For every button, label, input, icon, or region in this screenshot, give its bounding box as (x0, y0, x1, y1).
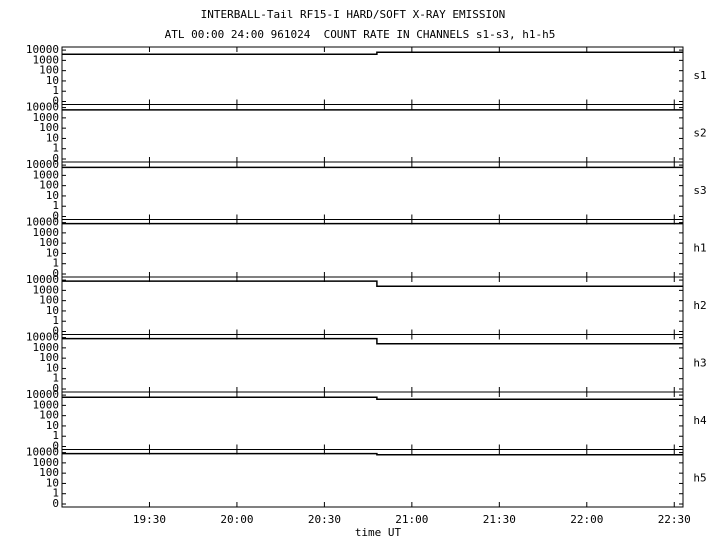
x-tick-label: 22:00 (570, 513, 603, 526)
y-tick-label: 100 (39, 64, 59, 77)
data-line (62, 396, 683, 400)
y-tick-label: 10000 (26, 158, 59, 171)
panel-frame (61, 46, 684, 105)
panel-label: h5 (693, 471, 706, 484)
y-tick-label: 1000 (33, 226, 60, 239)
data-line (62, 452, 683, 456)
y-tick-label: 1000 (33, 168, 60, 181)
panel-label: h1 (693, 241, 706, 254)
y-tick-label: 0 (52, 382, 59, 395)
y-tick-label: 1 (52, 142, 59, 155)
y-tick-label: 10000 (26, 446, 59, 459)
panel-label: h4 (693, 414, 707, 427)
y-tick-label: 1000 (33, 341, 60, 354)
panel-label: h2 (693, 299, 706, 312)
y-tick-label: 1 (52, 199, 59, 212)
x-tick-label: 20:00 (220, 513, 253, 526)
panel-frame (61, 219, 684, 278)
y-tick-label: 1000 (33, 456, 60, 469)
y-tick-label: 1000 (33, 283, 60, 296)
y-tick-label: 10000 (26, 216, 59, 229)
y-tick-label: 100 (39, 294, 59, 307)
y-tick-label: 1 (52, 487, 59, 500)
y-tick-label: 10 (46, 476, 59, 489)
y-tick-label: 0 (52, 497, 59, 510)
x-tick-label: 21:30 (483, 513, 516, 526)
y-tick-label: 100 (39, 121, 59, 134)
y-tick-label: 10 (46, 304, 59, 317)
y-tick-label: 1 (52, 257, 59, 270)
y-tick-label: 1000 (33, 53, 60, 66)
y-tick-label: 0 (52, 95, 59, 108)
x-tick-label: 21:00 (395, 513, 428, 526)
y-tick-label: 10 (46, 361, 59, 374)
panel-label: s3 (693, 184, 706, 197)
y-tick-label: 1 (52, 429, 59, 442)
y-tick-label: 100 (39, 236, 59, 249)
panel-label: h3 (693, 356, 706, 369)
y-tick-label: 100 (39, 466, 59, 479)
y-tick-label: 10 (46, 131, 59, 144)
data-line (62, 337, 683, 345)
y-tick-label: 0 (52, 440, 59, 453)
y-tick-label: 100 (39, 179, 59, 192)
y-tick-label: 10 (46, 189, 59, 202)
y-tick-label: 10 (46, 419, 59, 432)
y-tick-label: 1000 (33, 398, 60, 411)
panel-label: s2 (693, 126, 706, 139)
y-tick-label: 0 (52, 325, 59, 338)
y-tick-label: 1 (52, 314, 59, 327)
data-line (62, 280, 683, 288)
x-tick-label: 20:30 (308, 513, 341, 526)
y-tick-label: 0 (52, 152, 59, 165)
y-tick-label: 10000 (26, 331, 59, 344)
x-tick-label: 19:30 (133, 513, 166, 526)
y-tick-label: 10000 (26, 273, 59, 286)
chart-title: INTERBALL-Tail RF15-I HARD/SOFT X-RAY EM… (201, 8, 506, 21)
panel-frame (61, 104, 684, 163)
x-axis-label: time UT (355, 526, 402, 539)
y-tick-label: 10000 (26, 101, 59, 114)
y-tick-label: 1 (52, 84, 59, 97)
y-tick-label: 100 (39, 409, 59, 422)
x-tick-label: 22:30 (658, 513, 691, 526)
panel-frame (61, 161, 684, 220)
y-tick-label: 1000 (33, 111, 60, 124)
y-tick-label: 0 (52, 267, 59, 280)
y-tick-label: 0 (52, 210, 59, 223)
y-tick-label: 10000 (26, 43, 59, 56)
y-tick-label: 1 (52, 372, 59, 385)
y-tick-label: 10000 (26, 388, 59, 401)
y-tick-label: 10 (46, 74, 59, 87)
y-tick-label: 100 (39, 351, 59, 364)
y-tick-label: 10 (46, 246, 59, 259)
panel-label: s1 (693, 69, 706, 82)
panel-frame (61, 449, 684, 508)
panel-frame (61, 391, 684, 450)
chart-subtitle: ATL 00:00 24:00 961024 COUNT RATE IN CHA… (165, 28, 556, 41)
data-line (62, 51, 683, 55)
